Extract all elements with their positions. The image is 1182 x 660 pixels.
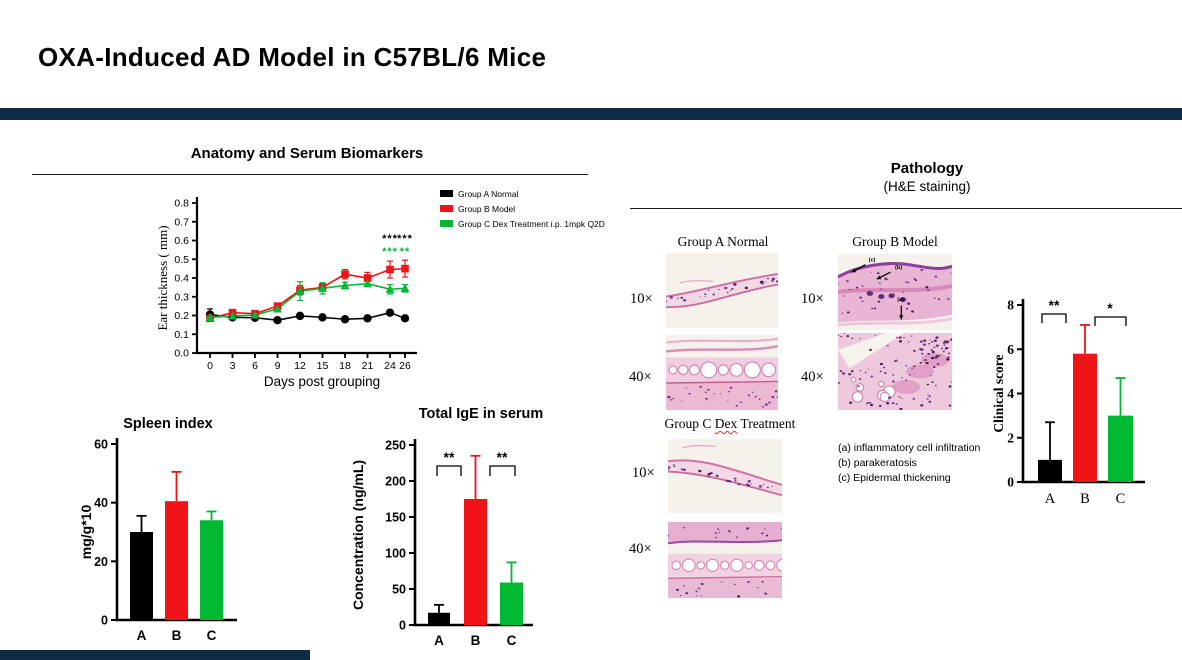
svg-text:60: 60 [94, 438, 108, 452]
svg-text:0.2: 0.2 [174, 310, 189, 322]
ear-thickness-line-chart: 0.0 0.1 0.2 0.3 0.4 0.5 0.6 0.7 0.8 0 3 6 9 12 15 18 21 2… [155, 189, 605, 389]
svg-text:Ear thickness ( mm): Ear thickness ( mm) [155, 225, 170, 330]
histology-image-group-b-model-40x [838, 333, 952, 410]
svg-text:50: 50 [392, 583, 406, 597]
left-section-underline [32, 174, 588, 175]
svg-text:18: 18 [339, 360, 351, 372]
svg-text:15: 15 [317, 360, 329, 372]
svg-text:Group B Model: Group B Model [458, 204, 515, 214]
svg-text:9: 9 [275, 360, 281, 372]
svg-text:*: * [1107, 300, 1113, 316]
top-accent-bar [0, 108, 1182, 120]
svg-text:Days post grouping: Days post grouping [264, 374, 380, 389]
svg-text:**: ** [497, 449, 508, 465]
svg-text:C: C [207, 628, 217, 643]
svg-text:12: 12 [294, 360, 306, 372]
svg-text:B: B [1080, 491, 1090, 507]
svg-text:6: 6 [252, 360, 258, 372]
svg-text:B: B [172, 628, 182, 643]
svg-text:0: 0 [207, 360, 213, 372]
group-b-label: Group B Model [852, 234, 938, 249]
histology-image-group-c-dex-treatment-40x [668, 522, 782, 598]
mag-label-c-10x: 10× [632, 465, 655, 481]
svg-text:40: 40 [94, 496, 108, 510]
svg-text:0.1: 0.1 [174, 329, 189, 341]
mag-label-a-40x: 40× [629, 369, 652, 385]
group-a-label: Group A Normal [677, 234, 769, 249]
histology-image-group-c-dex-treatment-10x [668, 439, 782, 513]
left-section-title: Anatomy and Serum Biomarkers [190, 145, 424, 162]
svg-text:(c): (c) [869, 258, 876, 264]
svg-text:C: C [1116, 491, 1126, 507]
svg-text:Concentration (ng/mL): Concentration (ng/mL) [350, 460, 366, 610]
svg-text:B: B [471, 633, 481, 648]
svg-text:20: 20 [94, 555, 108, 569]
svg-text:200: 200 [385, 475, 406, 489]
svg-text:Group A Normal: Group A Normal [458, 189, 519, 199]
svg-text:0.8: 0.8 [174, 198, 189, 210]
svg-text:Total IgE in serum: Total IgE in serum [419, 406, 544, 422]
svg-text:0: 0 [101, 614, 108, 628]
mag-label-a-10x: 10× [630, 291, 653, 307]
mag-label-c-40x: 40× [629, 541, 652, 557]
squiggle-underlined-word: Dex [714, 416, 738, 431]
histology-image-group-a-normal-40x [666, 335, 778, 410]
svg-text:0.0: 0.0 [174, 348, 189, 360]
pathology-title: Pathology [890, 160, 964, 177]
svg-text:Group C Dex Treatment i.p. 1mp: Group C Dex Treatment i.p. 1mpk Q2D [458, 219, 605, 229]
svg-text:Clinical score: Clinical score [991, 354, 1006, 432]
svg-text:mg/g*10: mg/g*10 [78, 505, 94, 560]
svg-text:0.7: 0.7 [174, 216, 189, 228]
svg-text:C: C [507, 633, 517, 648]
total-ige-bar-chart: 0 50 100 150 200 250 Concentration (ng/mL) A B C *… [350, 406, 544, 648]
svg-text:0: 0 [399, 619, 406, 633]
svg-text:0: 0 [1007, 475, 1014, 490]
marker-legend-a: (a) inflammatory cell infiltration [838, 442, 981, 454]
histology-image-group-a-normal-10x [666, 253, 778, 328]
right-section-underline [630, 208, 1182, 209]
svg-text:150: 150 [385, 511, 406, 525]
svg-text:0.6: 0.6 [174, 235, 189, 247]
svg-text:***: *** [382, 246, 398, 258]
marker-legend-c: (c) Epidermal thickening [838, 472, 951, 484]
svg-text:**: ** [1049, 297, 1060, 313]
svg-text:A: A [1045, 491, 1056, 507]
svg-text:**: ** [400, 246, 411, 258]
svg-text:6: 6 [1007, 342, 1014, 357]
mag-label-b-10x: 10× [801, 291, 824, 307]
svg-text:0.3: 0.3 [174, 291, 189, 303]
mag-label-b-40x: 40× [801, 369, 824, 385]
svg-text:**: ** [444, 449, 455, 465]
right-section-header: Pathology (H&E staining) [650, 160, 1182, 195]
svg-text:Spleen index: Spleen index [123, 416, 212, 432]
page-title: OXA-Induced AD Model in C57BL/6 Mice [38, 42, 547, 72]
svg-text:0.5: 0.5 [174, 254, 189, 266]
svg-text:3: 3 [230, 360, 236, 372]
marker-legend-b: (b) parakeratosis [838, 457, 917, 469]
svg-text:A: A [434, 633, 444, 648]
svg-text:***: *** [397, 233, 413, 245]
pathology-subtitle: (H&E staining) [883, 179, 971, 194]
svg-text:A: A [137, 628, 147, 643]
svg-text:250: 250 [385, 439, 406, 453]
svg-text:4: 4 [1007, 386, 1014, 401]
spleen-index-bar-chart: 0 20 40 60 mg/g*10 A B C Spleen index [78, 416, 237, 643]
svg-text:8: 8 [1007, 298, 1014, 313]
svg-text:0.4: 0.4 [174, 273, 189, 285]
svg-text:(b): (b) [895, 265, 902, 271]
svg-text:***: *** [382, 233, 398, 245]
marker-legend: (a) inflammatory cell infiltration (b) p… [838, 441, 980, 486]
svg-text:(a): (a) [897, 297, 904, 303]
bottom-accent-bar [0, 650, 310, 660]
svg-text:21: 21 [362, 360, 374, 372]
svg-text:26: 26 [399, 360, 411, 372]
group-c-label: Group C Dex Treatment [664, 416, 796, 431]
svg-text:100: 100 [385, 547, 406, 561]
histology-image-group-b-model-10x: (c) (b) (a) [838, 254, 952, 330]
svg-text:2: 2 [1007, 430, 1014, 445]
svg-text:24: 24 [384, 360, 396, 372]
